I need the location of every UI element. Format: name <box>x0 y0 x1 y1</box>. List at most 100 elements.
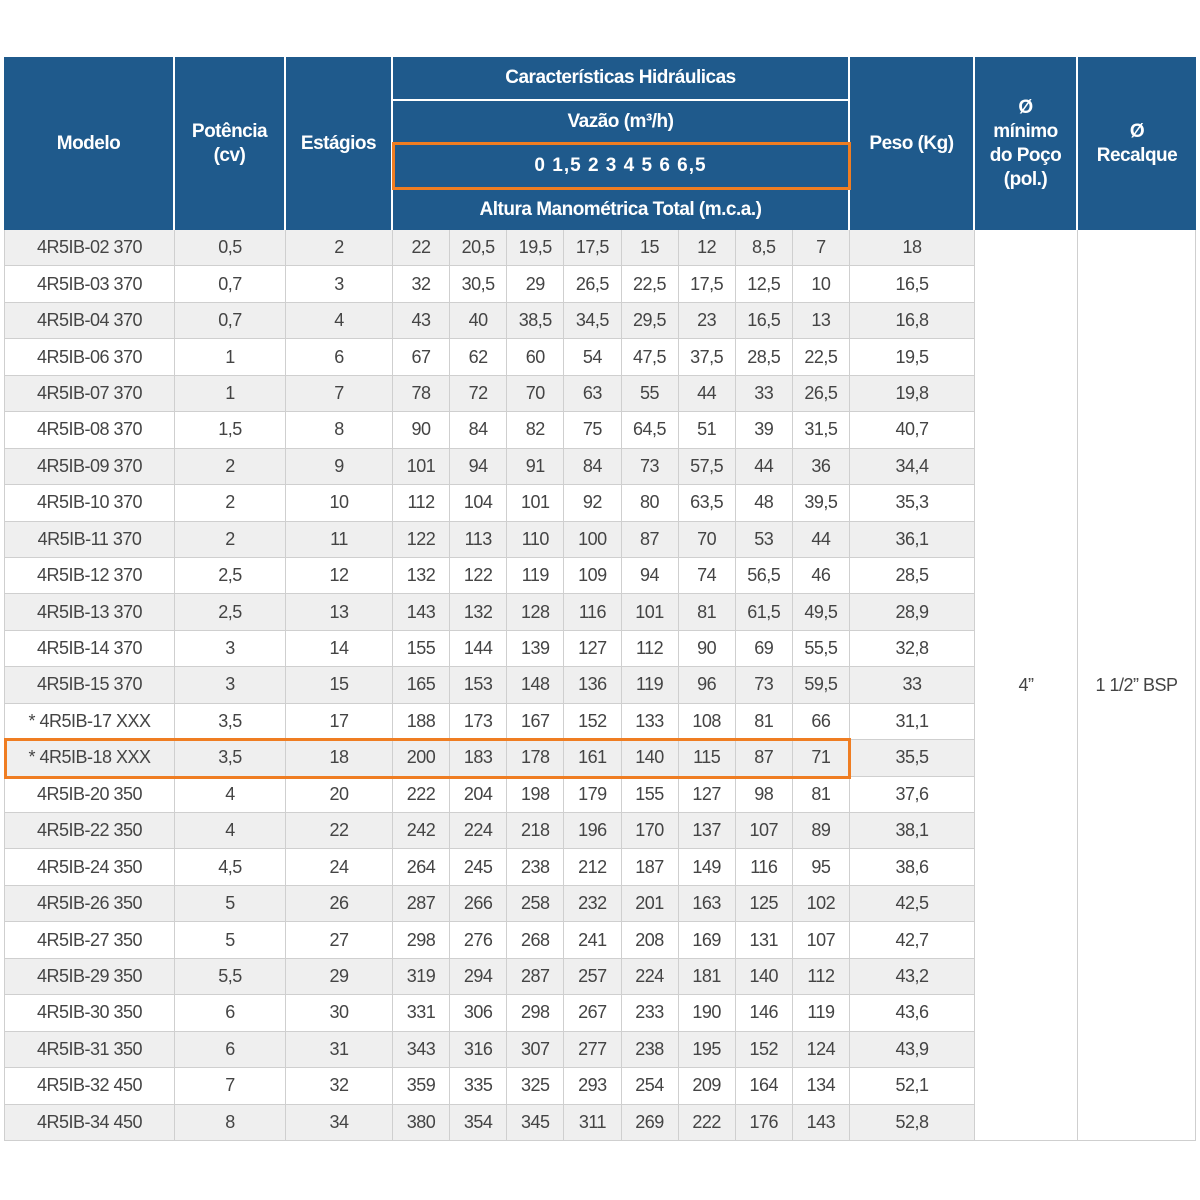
table-cell: 109 <box>564 557 622 595</box>
table-cell: 71 <box>792 740 850 777</box>
table-cell: 38,5 <box>507 302 565 340</box>
table-cell: 127 <box>678 776 736 814</box>
table-cell: 5 <box>175 922 286 959</box>
table-cell: 4R5IB-15 370 <box>4 667 175 704</box>
table-cell: 113 <box>450 521 508 558</box>
table-cell: 176 <box>735 1104 793 1141</box>
table-cell: 39,5 <box>792 485 850 522</box>
table-cell: 55 <box>621 375 679 413</box>
table-cell: 258 <box>507 885 565 923</box>
table-cell: 4 <box>175 813 286 850</box>
table-cell: 269 <box>621 1104 679 1141</box>
table-cell: 4R5IB-24 350 <box>4 849 175 886</box>
table-cell: 35,5 <box>850 740 975 777</box>
table-cell: 23 <box>678 302 736 340</box>
table-cell: 84 <box>564 448 622 486</box>
table-cell: 14 <box>286 630 393 668</box>
table-cell: 104 <box>450 485 508 522</box>
table-cell: 7 <box>792 230 850 267</box>
header-line: Ø <box>1018 96 1033 118</box>
table-cell: 29 <box>286 958 393 996</box>
table-cell: 232 <box>564 885 622 923</box>
table-cell: 15 <box>621 230 679 267</box>
table-cell: 6 <box>175 995 286 1032</box>
table-cell: 91 <box>507 448 565 486</box>
table-cell: 7 <box>286 375 393 413</box>
table-cell: 132 <box>393 557 451 595</box>
table-cell: 195 <box>678 1031 736 1069</box>
table-cell: 19,5 <box>507 230 565 267</box>
table-cell: 307 <box>507 1031 565 1069</box>
table-cell: 188 <box>393 703 451 741</box>
header-cell: Estágios <box>286 57 391 230</box>
table-cell: 4R5IB-30 350 <box>4 995 175 1032</box>
header-cell: Vazão (m³/h) <box>393 101 848 142</box>
table-cell: 0,5 <box>175 230 286 267</box>
table-cell: 4R5IB-13 370 <box>4 594 175 631</box>
table-cell: 155 <box>393 630 451 668</box>
table-cell: 179 <box>564 776 622 814</box>
table-cell: 24 <box>286 849 393 886</box>
table-cell: 0,7 <box>175 302 286 340</box>
table-cell: 2 <box>175 521 286 558</box>
table-cell: 32 <box>286 1068 393 1105</box>
table-cell: 380 <box>393 1104 451 1141</box>
table-cell: 3 <box>286 266 393 303</box>
table-cell: 164 <box>735 1068 793 1105</box>
table-cell: 167 <box>507 703 565 741</box>
table-cell: 277 <box>564 1031 622 1069</box>
table-cell: 56,5 <box>735 557 793 595</box>
table-cell: 298 <box>507 995 565 1032</box>
table-cell: 4,5 <box>175 849 286 886</box>
table-cell: 4R5IB-09 370 <box>4 448 175 486</box>
table-cell: 43,6 <box>850 995 975 1032</box>
table-cell: 69 <box>735 630 793 668</box>
header-cell: Peso (Kg) <box>850 57 973 230</box>
table-cell: 242 <box>393 813 451 850</box>
table-cell: 254 <box>621 1068 679 1105</box>
table-cell: 134 <box>792 1068 850 1105</box>
table-cell: 52,1 <box>850 1068 975 1105</box>
table-cell: 146 <box>735 995 793 1032</box>
table-cell: 37,5 <box>678 339 736 376</box>
table-cell: 34,4 <box>850 448 975 486</box>
table-cell: 66 <box>792 703 850 741</box>
table-cell: 95 <box>792 849 850 886</box>
table-cell: 44 <box>735 448 793 486</box>
table-cell: 139 <box>507 630 565 668</box>
header-line: do Poço <box>989 144 1062 166</box>
table-cell: 34 <box>286 1104 393 1141</box>
table-cell: 287 <box>507 958 565 996</box>
table-cell: 37,6 <box>850 776 975 814</box>
table-cell: 33 <box>850 667 975 704</box>
table-cell: 12 <box>678 230 736 267</box>
table-cell: 4R5IB-10 370 <box>4 485 175 522</box>
table-cell: 2 <box>175 485 286 522</box>
table-cell: 4R5IB-07 370 <box>4 375 175 413</box>
table-cell: 196 <box>564 813 622 850</box>
table-cell: 19,5 <box>850 339 975 376</box>
table-cell: 10 <box>286 485 393 522</box>
table-cell: 4R5IB-06 370 <box>4 339 175 376</box>
table-cell: 173 <box>450 703 508 741</box>
table-cell: 70 <box>678 521 736 558</box>
table-cell: 3 <box>175 667 286 704</box>
table-cell: 245 <box>450 849 508 886</box>
table-cell: 238 <box>507 849 565 886</box>
table-cell: 34,5 <box>564 302 622 340</box>
header-line: (pol.) <box>1003 168 1048 190</box>
table-cell: 293 <box>564 1068 622 1105</box>
table-cell: 3,5 <box>175 703 286 741</box>
table-cell: 201 <box>621 885 679 923</box>
table-cell: * 4R5IB-18 XXX <box>4 740 175 777</box>
table-cell: 335 <box>450 1068 508 1105</box>
table-cell: 5 <box>175 885 286 923</box>
table-cell: 43 <box>393 302 451 340</box>
highlight-box <box>4 738 851 779</box>
table-cell: 2,5 <box>175 594 286 631</box>
table-cell: 4R5IB-26 350 <box>4 885 175 923</box>
table-cell: 9 <box>286 448 393 486</box>
table-cell: 140 <box>621 740 679 777</box>
header-cell: Ø Recalque <box>1078 57 1196 230</box>
table-cell: 306 <box>450 995 508 1032</box>
